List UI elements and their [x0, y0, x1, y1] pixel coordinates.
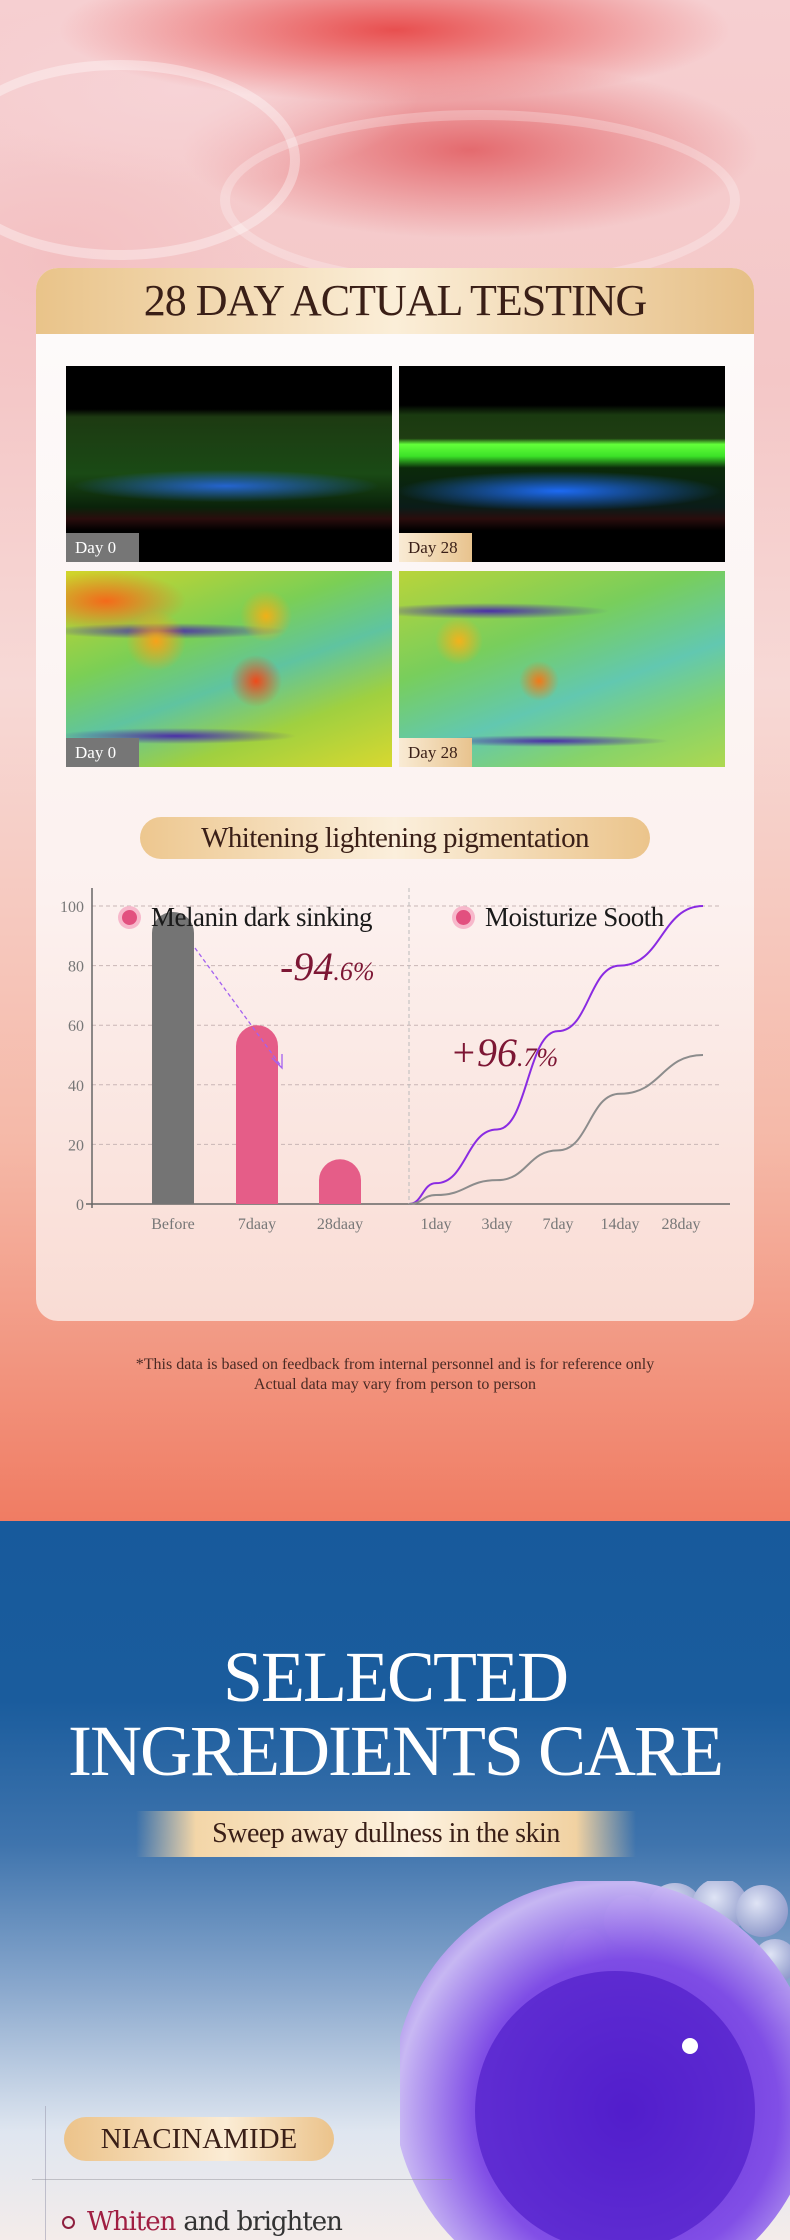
y-tick-label: 100	[60, 899, 84, 916]
liquid-decoration	[220, 110, 740, 290]
x-tick-label: Before	[151, 1216, 195, 1233]
y-tick-label: 0	[76, 1197, 84, 1214]
bullet-circle-icon	[62, 2215, 75, 2229]
arrow-head-icon	[271, 1054, 283, 1070]
testing-card: 28 DAY ACTUAL TESTING Day 0 Day 28 Day 0…	[36, 268, 754, 1321]
increase-annotation: +96.7%	[450, 1030, 558, 1075]
benefit-text: and brighten	[183, 2207, 343, 2237]
testing-section: 28 DAY ACTUAL TESTING Day 0 Day 28 Day 0…	[0, 0, 790, 1521]
x-tick-label: 3day	[481, 1216, 512, 1233]
ingredients-title-line1: SELECTED	[223, 1637, 569, 1717]
divider	[32, 2179, 452, 2180]
legend-label: Moisturize Sooth	[485, 902, 664, 932]
photo-label: Day 0	[66, 738, 139, 767]
x-tick-label: 1day	[420, 1216, 451, 1233]
y-tick-label: 40	[68, 1078, 84, 1095]
divider	[45, 2106, 46, 2240]
decrease-annotation: -94.6%	[280, 944, 375, 989]
legend-item: Melanin dark sinking	[122, 902, 372, 933]
y-tick-label: 80	[68, 959, 84, 976]
chart-title: Whitening lightening pigmentation	[140, 817, 650, 859]
bar	[319, 1159, 361, 1204]
legend-label: Melanin dark sinking	[151, 902, 372, 932]
legend-dot-icon	[456, 910, 471, 925]
y-tick-label: 60	[68, 1018, 84, 1035]
bar	[152, 911, 194, 1204]
series-line	[408, 905, 704, 1205]
x-tick-label: 28day	[661, 1216, 700, 1233]
x-tick-label: 14day	[600, 1216, 639, 1233]
photo-label: Day 28	[399, 533, 472, 562]
bar	[236, 1025, 278, 1204]
benefit-item: Whiten and brighten	[62, 2207, 343, 2237]
trend-arrow	[194, 947, 282, 1067]
section-title: 28 DAY ACTUAL TESTING	[143, 276, 648, 325]
photo-heatmap-day28: Day 28	[399, 571, 725, 767]
photo-fluorescence-day0: Day 0	[66, 366, 392, 562]
ingredients-subtitle: Sweep away dullness in the skin	[136, 1811, 636, 1857]
legend-item: Moisturize Sooth	[456, 902, 664, 933]
disclaimer-line: Actual data may vary from person to pers…	[253, 1376, 537, 1393]
disclaimer-line: *This data is based on feedback from int…	[135, 1356, 655, 1373]
ingredient-badge: NIACINAMIDE	[64, 2117, 334, 2161]
photo-fluorescence-day28: Day 28	[399, 366, 725, 562]
card-header: 28 DAY ACTUAL TESTING	[36, 268, 754, 334]
benefit-highlight: Whiten	[87, 2207, 176, 2237]
x-tick-label: 7day	[542, 1216, 573, 1233]
x-tick-label: 7daay	[238, 1216, 276, 1233]
photo-label: Day 28	[399, 738, 472, 767]
photo-label: Day 0	[66, 533, 139, 562]
results-chart: 0 20 40 60 80 100 Before 7daay 28daay -94.6% 1day 3…	[60, 888, 730, 1233]
ingredients-title-line2: INGREDIENTS CARE	[68, 1711, 724, 1791]
disclaimer: *This data is based on feedback from int…	[0, 1355, 790, 1395]
molecule-illustration	[400, 1881, 790, 2240]
series-line	[408, 1054, 704, 1205]
x-tick-label: 28daay	[317, 1216, 363, 1233]
y-tick-label: 20	[68, 1137, 84, 1154]
ingredients-section: SELECTED INGREDIENTS CARE Sweep away dul…	[0, 1521, 790, 2240]
legend-dot-icon	[122, 910, 137, 925]
photo-heatmap-day0: Day 0	[66, 571, 392, 767]
